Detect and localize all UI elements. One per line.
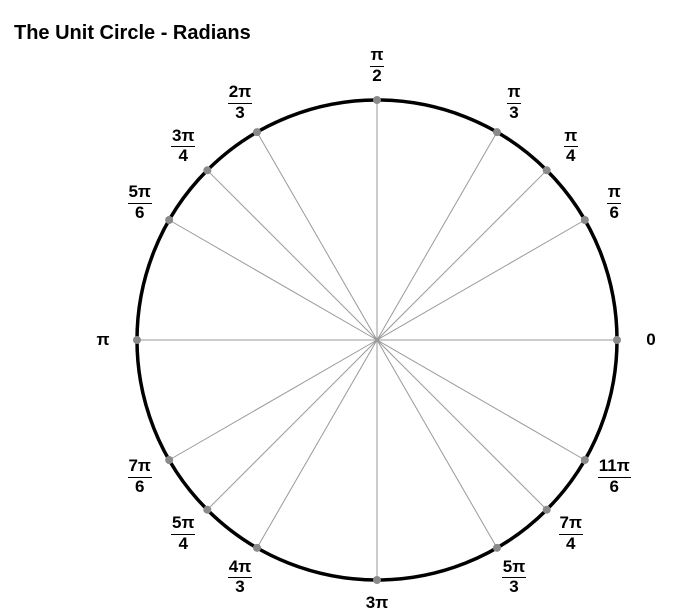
fraction-denominator: 3	[228, 578, 252, 597]
fraction-denominator: 2	[370, 67, 384, 86]
angle-point	[581, 456, 589, 464]
angle-point	[613, 336, 621, 344]
angle-point	[493, 128, 501, 136]
radian-label: 4π3	[228, 558, 252, 597]
radian-label: π6	[607, 183, 621, 222]
radian-label: 3π2	[365, 594, 389, 614]
fraction-denominator: 3	[502, 578, 526, 597]
angle-point	[543, 506, 551, 514]
radian-label: π	[96, 331, 109, 350]
radian-label: π2	[370, 46, 384, 85]
fraction-numerator: 7π	[128, 457, 152, 476]
angle-point	[203, 506, 211, 514]
fraction-denominator: 6	[598, 478, 632, 497]
radius-line	[207, 170, 377, 340]
angle-point	[543, 166, 551, 174]
angle-point	[253, 544, 261, 552]
angle-point	[581, 216, 589, 224]
radius-line	[207, 340, 377, 510]
fraction-denominator: 6	[128, 478, 152, 497]
radius-line	[257, 340, 377, 548]
angle-point	[165, 216, 173, 224]
fraction-denominator: 4	[564, 147, 578, 166]
radius-line	[169, 340, 377, 460]
radian-label-text: 0	[646, 330, 655, 349]
radian-label: π3	[507, 83, 521, 122]
radius-line	[377, 340, 585, 460]
radius-line	[377, 132, 497, 340]
radian-label: 3π4	[171, 127, 195, 166]
fraction-denominator: 3	[228, 104, 252, 123]
radian-label: 5π6	[128, 183, 152, 222]
angle-point	[373, 576, 381, 584]
radian-label: 2π3	[228, 83, 252, 122]
angle-point	[253, 128, 261, 136]
radius-line	[377, 340, 497, 548]
fraction-denominator: 3	[507, 104, 521, 123]
fraction-denominator: 6	[128, 204, 152, 223]
angle-point	[373, 96, 381, 104]
angle-point	[165, 456, 173, 464]
fraction-numerator: 2π	[228, 83, 252, 102]
radian-label-text: π	[96, 330, 109, 349]
fraction-numerator: 3π	[365, 594, 389, 613]
radius-line	[257, 132, 377, 340]
fraction-denominator: 6	[607, 204, 621, 223]
radius-line	[377, 220, 585, 340]
angle-point	[133, 336, 141, 344]
radian-label: 7π6	[128, 457, 152, 496]
fraction-numerator: 4π	[228, 558, 252, 577]
angle-point	[493, 544, 501, 552]
fraction-denominator: 4	[559, 535, 583, 554]
radian-label: 5π4	[171, 514, 195, 553]
unit-circle-diagram	[0, 0, 700, 614]
fraction-numerator: π	[564, 127, 578, 146]
radius-line	[377, 340, 547, 510]
radius-line	[377, 170, 547, 340]
fraction-numerator: 5π	[171, 514, 195, 533]
fraction-numerator: 3π	[171, 127, 195, 146]
fraction-numerator: π	[370, 46, 384, 65]
fraction-numerator: 5π	[128, 183, 152, 202]
fraction-denominator: 4	[171, 535, 195, 554]
fraction-numerator: π	[507, 83, 521, 102]
fraction-numerator: 5π	[502, 558, 526, 577]
radian-label: π4	[564, 127, 578, 166]
radius-line	[169, 220, 377, 340]
page: { "title": { "text": "The Unit Circle - …	[0, 0, 700, 614]
angle-point	[203, 166, 211, 174]
fraction-numerator: 7π	[559, 514, 583, 533]
radian-label: 7π4	[559, 514, 583, 553]
fraction-numerator: 11π	[598, 457, 632, 476]
fraction-numerator: π	[607, 183, 621, 202]
radian-label: 5π3	[502, 558, 526, 597]
radian-label: 0	[646, 331, 655, 350]
fraction-denominator: 4	[171, 147, 195, 166]
radian-label: 11π6	[598, 457, 632, 496]
